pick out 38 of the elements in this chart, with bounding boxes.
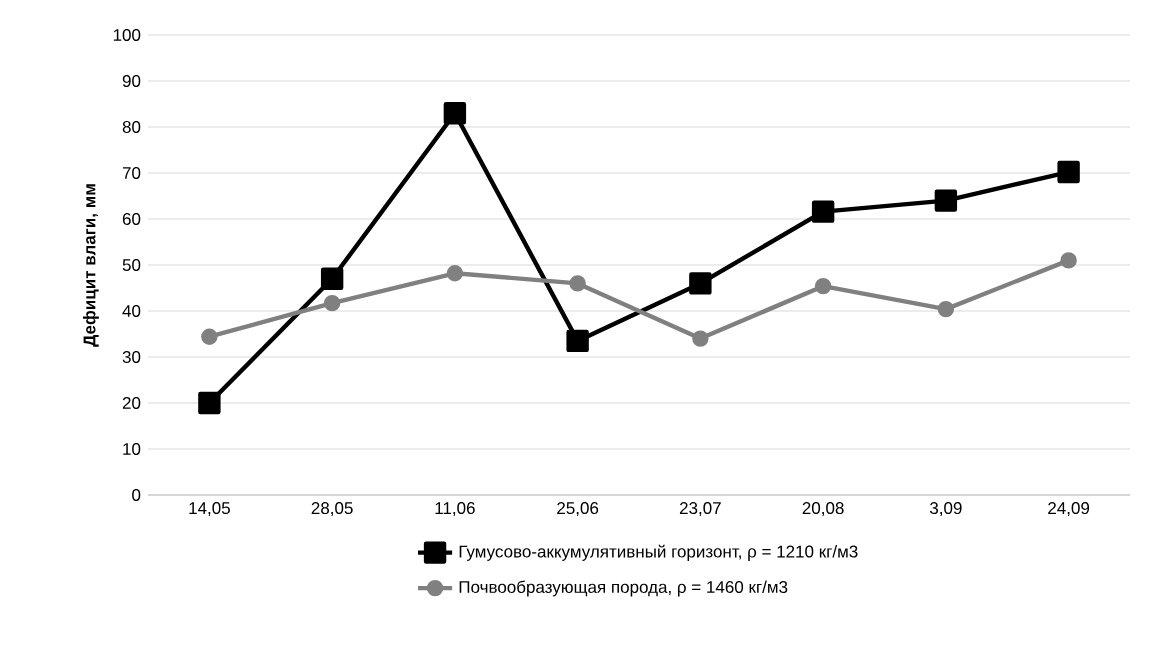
point <box>811 200 835 223</box>
y-tick-label: 70 <box>122 166 141 179</box>
point <box>566 329 589 353</box>
point <box>692 330 709 347</box>
point <box>1060 252 1077 269</box>
point <box>814 277 832 295</box>
y-tick-label: 100 <box>113 28 141 41</box>
x-tick-label: 24,09 <box>1048 502 1090 517</box>
x-tick-label: 28,05 <box>311 502 353 517</box>
y-tick-label: 0 <box>132 488 141 501</box>
point <box>937 300 955 318</box>
y-axis-title: Дефицит влаги, мм <box>82 184 99 347</box>
y-tick-label: 10 <box>123 442 141 455</box>
y-tick-label: 40 <box>122 304 141 317</box>
point <box>446 265 464 282</box>
y-tick-label: 50 <box>122 258 141 271</box>
point <box>1057 160 1080 184</box>
point <box>443 101 467 125</box>
point <box>569 275 586 292</box>
y-tick-label: 30 <box>122 350 141 363</box>
legend-label: Гумусово-аккумулятивный горизонт, ρ = 1210 кг/м3 <box>459 544 858 561</box>
y-tick-label: 80 <box>122 120 141 133</box>
x-tick-label: 23,07 <box>679 502 721 517</box>
x-tick-label: 11,06 <box>435 502 475 517</box>
point <box>934 189 958 212</box>
point <box>689 272 712 295</box>
y-tick-label: 60 <box>122 212 141 225</box>
x-tick-label: 25,06 <box>557 502 599 517</box>
y-tick-label: 90 <box>122 74 141 87</box>
y-tick-label: 20 <box>122 396 141 409</box>
x-tick-label: 3,09 <box>929 502 962 517</box>
point <box>198 391 221 415</box>
point <box>323 294 341 312</box>
point <box>201 328 218 345</box>
legend-label: Почвообразующая порода, ρ = 1460 кг/м3 <box>459 580 788 597</box>
x-tick-label: 14,05 <box>189 502 230 517</box>
x-tick-label: 20,08 <box>802 502 844 517</box>
point <box>320 267 344 290</box>
